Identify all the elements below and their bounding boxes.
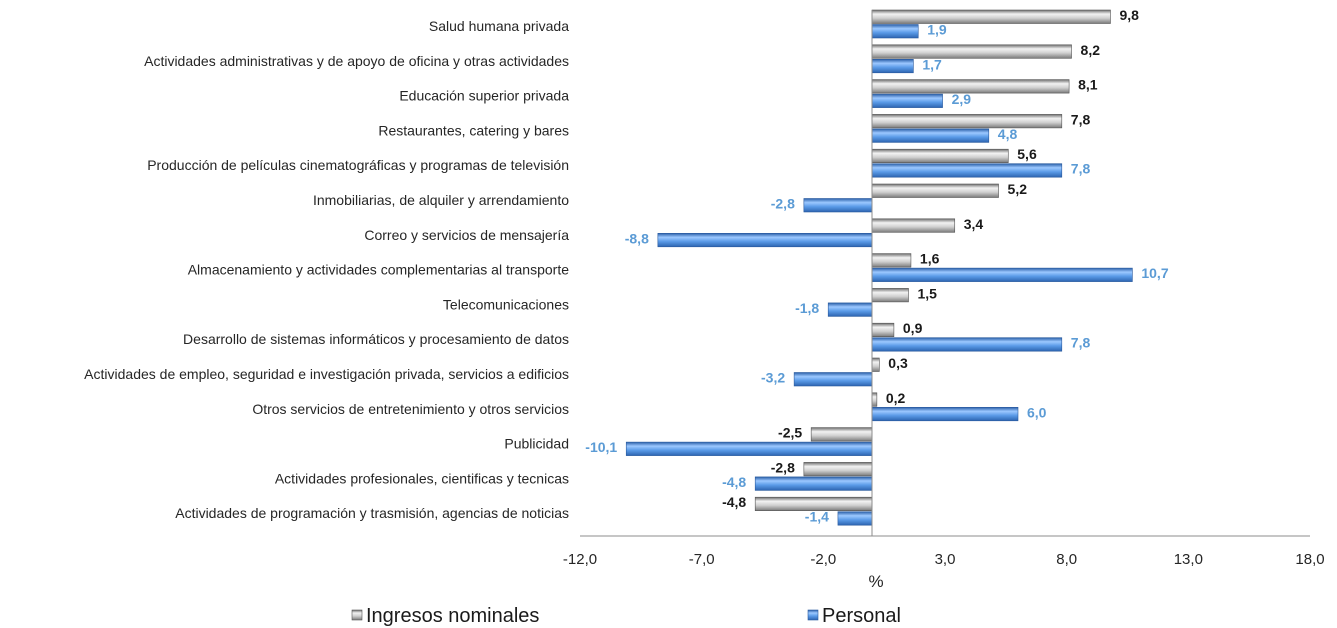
data-label: 7,8 <box>1071 111 1091 127</box>
x-tick-label: 18,0 <box>1295 551 1324 568</box>
bar-personal <box>871 406 1019 422</box>
bar-ingresos-nominales <box>803 462 873 477</box>
bar-personal <box>754 476 873 491</box>
category-label: Desarrollo de sistemas informáticos y pr… <box>183 331 569 347</box>
bar-ingresos-nominales <box>871 392 878 407</box>
data-label: 4,8 <box>998 126 1018 142</box>
category-label: Educación superior privada <box>399 88 569 104</box>
x-tick-label: -7,0 <box>689 551 715 568</box>
bar-personal <box>871 24 919 39</box>
data-label: -2,5 <box>778 425 802 441</box>
data-label: 10,7 <box>1141 265 1168 281</box>
data-label: -4,8 <box>722 494 746 510</box>
category-label: Actividades de programación y trasmisión… <box>175 505 569 521</box>
legend-label: Ingresos nominales <box>366 605 539 627</box>
bar-personal <box>871 58 914 74</box>
bar-personal <box>657 233 873 248</box>
bar-ingresos-nominales <box>871 357 880 372</box>
data-label: 9,8 <box>1119 7 1139 23</box>
bar-personal <box>793 372 873 387</box>
bar-personal <box>871 128 990 143</box>
bar-ingresos-nominales <box>810 427 873 442</box>
x-tick-label: 3,0 <box>935 551 956 568</box>
legend-label: Personal <box>822 605 901 627</box>
data-label: 8,1 <box>1078 77 1098 93</box>
bar-ingresos-nominales <box>871 114 1063 129</box>
bar-personal <box>827 302 873 317</box>
data-label: 8,2 <box>1081 42 1101 58</box>
legend-swatch <box>351 609 363 621</box>
data-label: 0,9 <box>903 320 923 336</box>
bar-personal <box>871 163 1063 178</box>
data-label: 1,6 <box>920 251 940 267</box>
data-label: 1,5 <box>918 285 938 301</box>
data-label: 5,6 <box>1017 146 1037 162</box>
category-label: Restaurantes, catering y bares <box>378 122 569 138</box>
bar-personal <box>837 511 873 526</box>
data-label: 0,2 <box>886 390 906 406</box>
data-label: -4,8 <box>722 474 746 490</box>
data-label: 7,8 <box>1071 161 1091 177</box>
bar-personal <box>871 337 1063 352</box>
data-label: 0,3 <box>888 355 908 371</box>
bar-ingresos-nominales <box>871 148 1009 163</box>
category-label: Publicidad <box>504 436 569 452</box>
category-label: Actividades profesionales, cientificas y… <box>275 470 569 486</box>
category-label: Salud humana privada <box>429 18 569 34</box>
x-axis-label: % <box>868 572 883 591</box>
data-label: -2,8 <box>771 459 795 475</box>
category-label: Correo y servicios de mensajería <box>364 227 569 243</box>
category-label: Inmobiliarias, de alquiler y arrendamien… <box>313 192 569 208</box>
bar-ingresos-nominales <box>871 9 1111 24</box>
legend-swatch <box>807 609 819 621</box>
x-tick-label: 8,0 <box>1056 551 1077 568</box>
bar-personal <box>625 441 873 456</box>
category-label: Actividades de empleo, seguridad e inves… <box>84 366 569 382</box>
data-label: -3,2 <box>761 370 785 386</box>
category-label: Otros servicios de entretenimiento y otr… <box>252 401 569 417</box>
bar-ingresos-nominales <box>871 253 912 268</box>
bar-personal <box>803 198 873 213</box>
category-label: Telecomunicaciones <box>443 296 569 312</box>
data-label: -1,4 <box>805 509 829 525</box>
data-label: 1,9 <box>927 22 947 38</box>
data-label: 2,9 <box>952 91 972 107</box>
category-label: Almacenamiento y actividades complementa… <box>188 262 570 278</box>
data-label: -8,8 <box>625 230 649 246</box>
data-label: 6,0 <box>1027 404 1047 420</box>
data-label: -2,8 <box>771 196 795 212</box>
x-tick-label: 13,0 <box>1174 551 1203 568</box>
bar-ingresos-nominales <box>871 322 895 338</box>
x-tick-label: -2,0 <box>810 551 836 568</box>
data-label: 1,7 <box>922 56 942 72</box>
data-label: 7,8 <box>1071 335 1091 351</box>
data-label: 5,2 <box>1008 181 1028 197</box>
bar-ingresos-nominales <box>871 183 999 198</box>
bar-ingresos-nominales <box>871 44 1072 59</box>
category-label: Producción de películas cinematográficas… <box>147 157 569 173</box>
x-tick-label: -12,0 <box>563 551 597 568</box>
bar-personal <box>871 267 1133 282</box>
bar-personal <box>871 93 943 108</box>
bar-ingresos-nominales <box>871 218 956 233</box>
data-label: -1,8 <box>795 300 819 316</box>
data-label: 3,4 <box>964 216 984 232</box>
category-label: Actividades administrativas y de apoyo d… <box>144 53 569 69</box>
data-label: -10,1 <box>585 439 617 455</box>
bar-ingresos-nominales <box>871 288 909 303</box>
